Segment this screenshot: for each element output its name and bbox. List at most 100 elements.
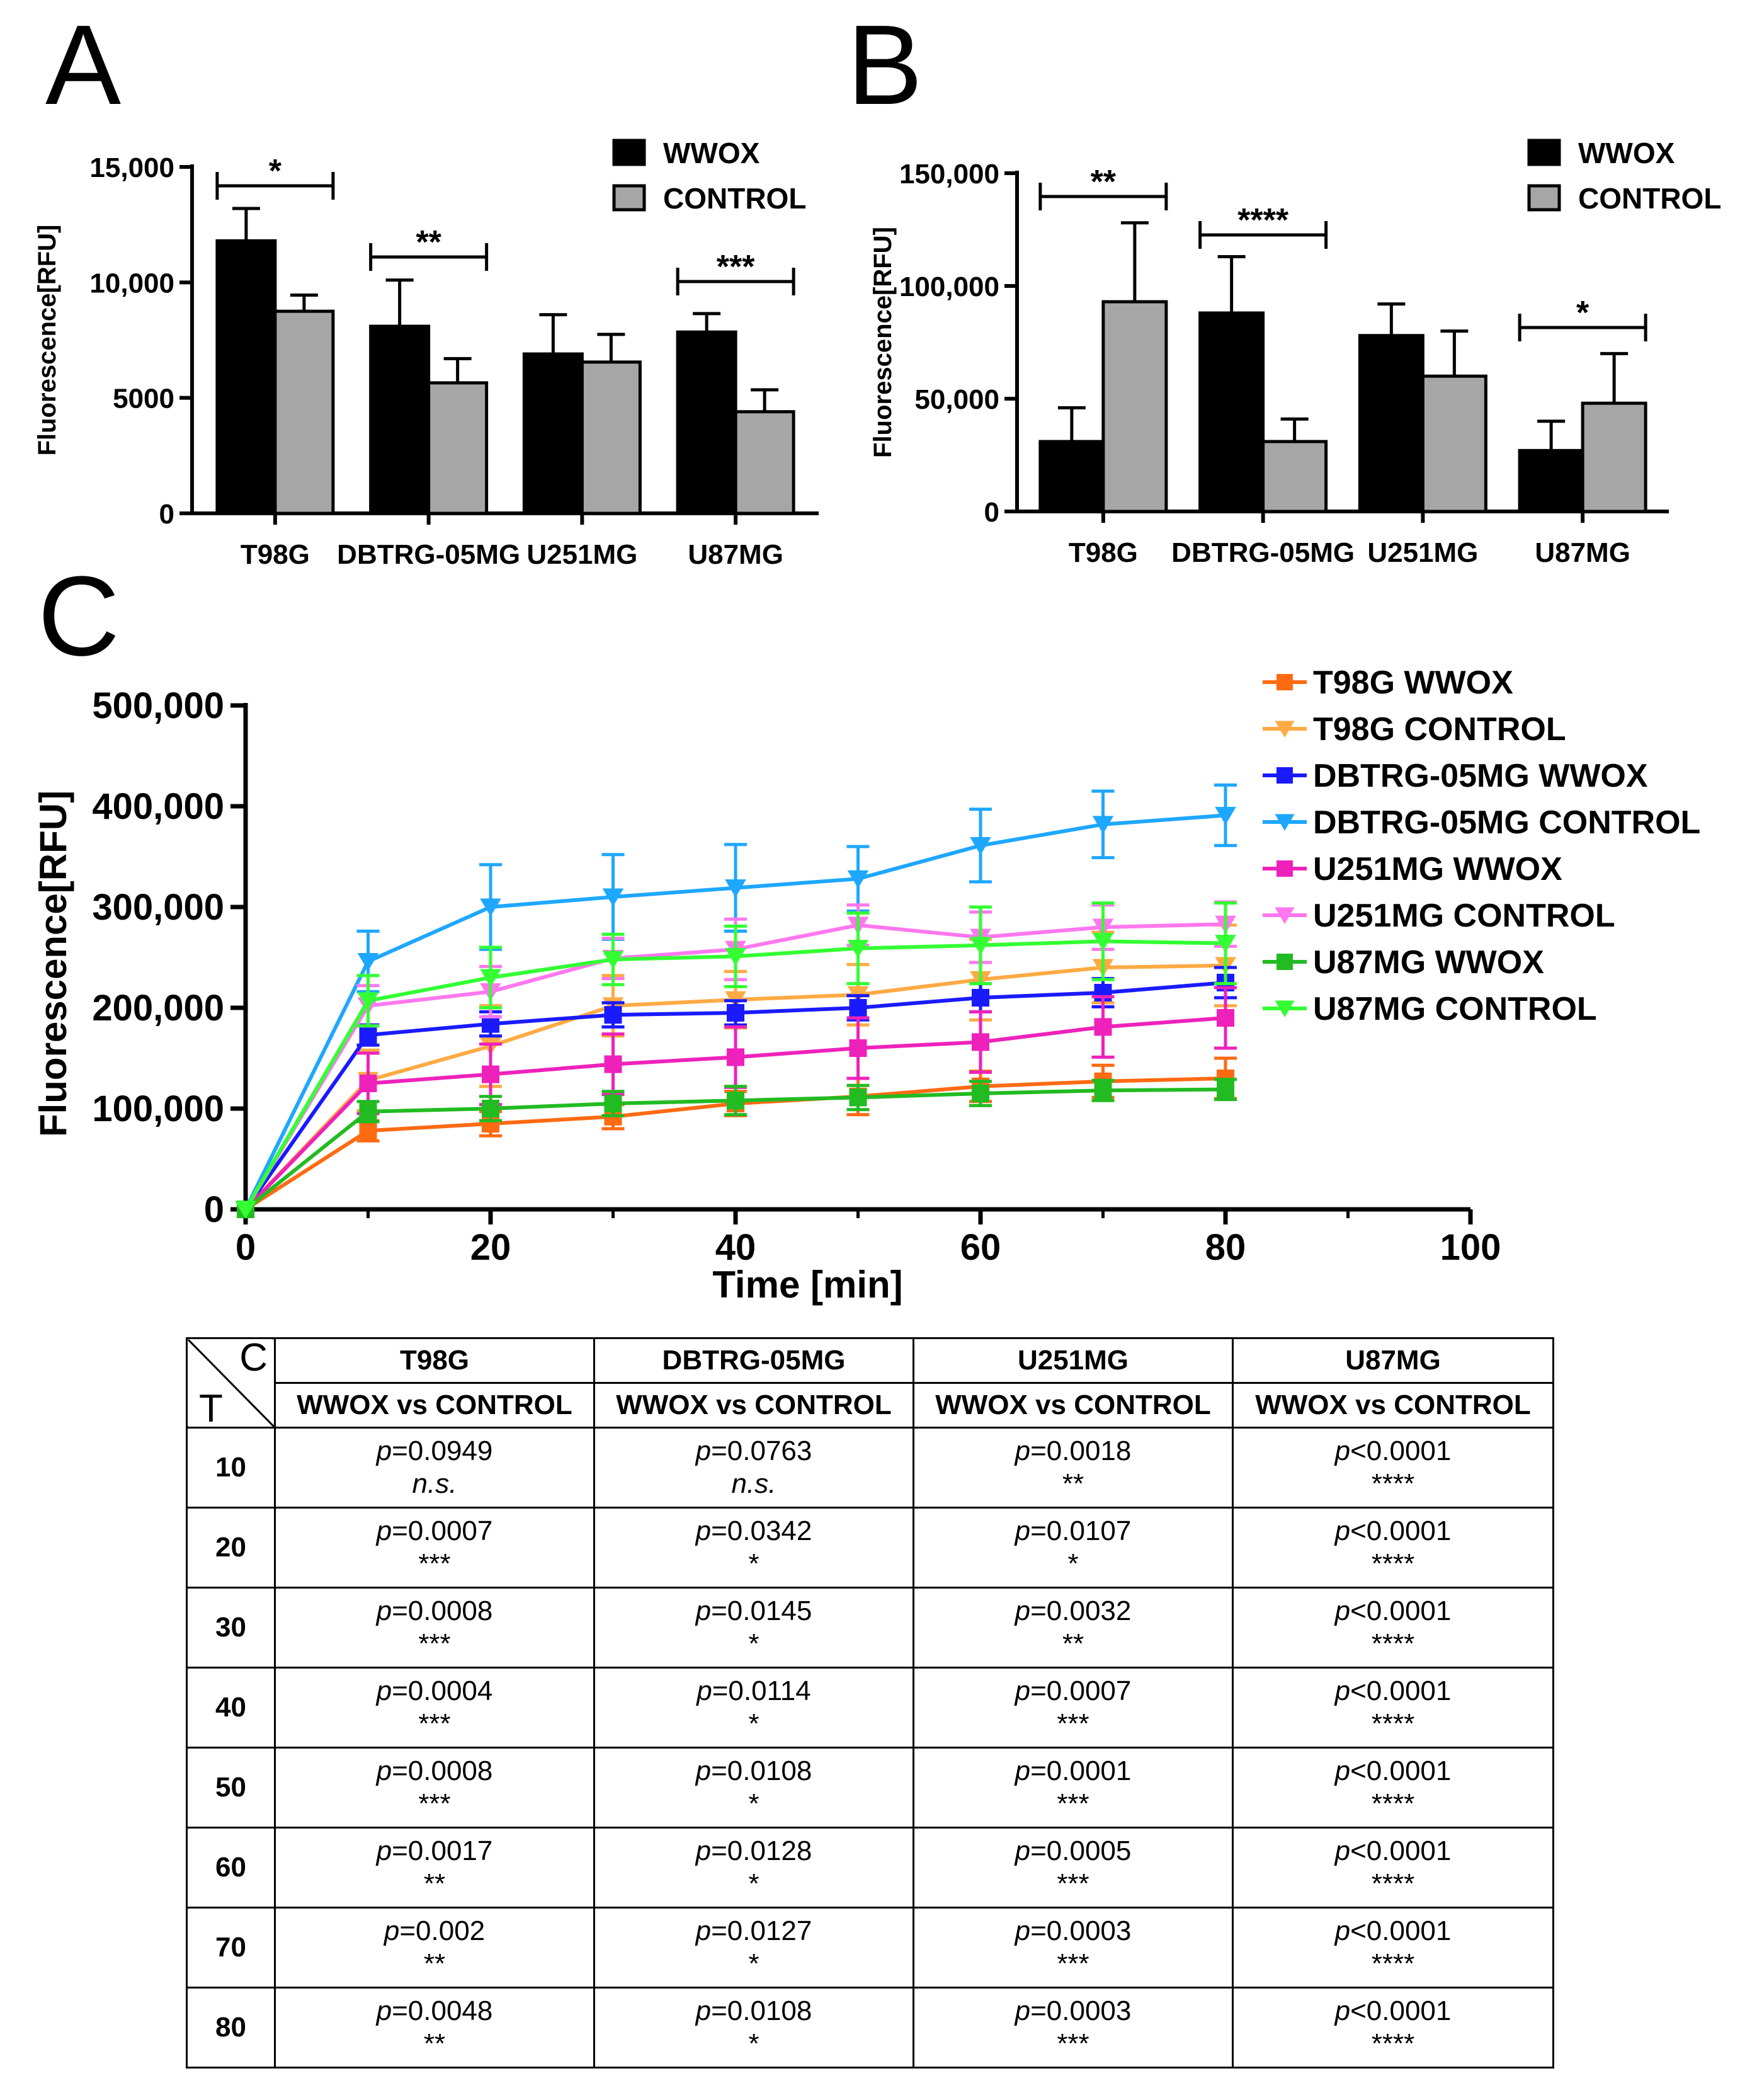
column-header: U87MG — [1232, 1337, 1554, 1384]
p-value: =0.0127 — [711, 1915, 812, 1946]
column-header-label: DBTRG-05MG — [662, 1345, 846, 1376]
y-tick-label: 0 — [204, 1189, 224, 1230]
significance-mark: *** — [418, 1628, 451, 1659]
data-point — [482, 1100, 499, 1117]
p-value-line: p=0.0048 — [276, 1995, 593, 2028]
p-symbol: p — [376, 1595, 392, 1626]
row-time-value: 30 — [215, 1612, 246, 1643]
legend-swatch — [1527, 184, 1561, 212]
p-symbol: p — [695, 1995, 712, 2026]
p-value-cell: p=0.0018 ** — [913, 1427, 1234, 1509]
x-tick-label: DBTRG-05MG — [1171, 537, 1355, 568]
significance-stars: *** — [717, 249, 755, 285]
data-point — [235, 1201, 256, 1219]
significance-line: *** — [914, 1708, 1232, 1740]
significance-line: **** — [1234, 1628, 1552, 1660]
p-symbol: p — [1334, 1755, 1351, 1786]
significance-line: **** — [1234, 1468, 1552, 1500]
p-value-line: p<0.0001 — [1234, 1755, 1552, 1788]
data-point — [1092, 932, 1114, 951]
data-point — [357, 952, 379, 971]
panel-label-c: C — [38, 553, 120, 680]
corner-column-label: C — [239, 1336, 268, 1379]
significance-mark: **** — [1371, 2028, 1415, 2059]
data-point — [1217, 1080, 1234, 1099]
significance-mark: *** — [1057, 2028, 1089, 2059]
data-point — [357, 992, 379, 1010]
p-symbol: p — [695, 1755, 712, 1786]
row-time-label: 70 — [186, 1907, 276, 1989]
p-value-cell: p<0.0001 **** — [1232, 1427, 1554, 1509]
p-value-cell: p=0.0008 *** — [274, 1587, 595, 1669]
p-value-line: p=0.0003 — [914, 1995, 1232, 2028]
p-symbol: p — [1334, 1595, 1351, 1626]
table-row: 50 p=0.0008 *** p=0.0108 * p=0.0001 *** p<0.000… — [186, 1747, 1554, 1829]
p-value: =0.0949 — [392, 1435, 493, 1466]
significance-line: *** — [276, 1788, 593, 1820]
row-time-label: 20 — [186, 1507, 276, 1589]
series-dbtrg-05mg-control — [235, 783, 1237, 1219]
data-point — [480, 898, 501, 917]
data-point — [1094, 1081, 1112, 1100]
p-value-line: p=0.0004 — [276, 1675, 593, 1708]
table-row: 10 p=0.0949 n.s. p=0.0763 n.s. p=0.0018 ** p<0.… — [186, 1427, 1554, 1509]
p-value-line: p=0.0107 — [914, 1515, 1232, 1548]
data-point — [359, 1075, 377, 1092]
chart-c: 0 100,000 200,000 300,000 400,000 500,000 0 20 4… — [32, 665, 1700, 1306]
data-point — [849, 999, 867, 1017]
bar — [676, 330, 737, 515]
p-value-line: p=0.0032 — [914, 1595, 1232, 1628]
data-point — [480, 969, 501, 988]
row-time-label: 60 — [186, 1827, 276, 1909]
data-point — [359, 1102, 377, 1121]
p-value-cell: p=0.0048 ** — [274, 1987, 595, 2069]
p-value-cell: p=0.0032 ** — [913, 1587, 1234, 1669]
p-symbol: p — [1334, 1515, 1351, 1546]
bar — [1261, 440, 1328, 513]
p-value-cell: p=0.002 ** — [274, 1907, 595, 1989]
x-tick-label: 0 — [236, 1227, 256, 1268]
significance-line: *** — [914, 1948, 1232, 1980]
significance-line: **** — [1234, 1868, 1552, 1900]
significance-stars: ** — [416, 224, 441, 261]
significance-mark: *** — [418, 1708, 451, 1739]
significance-mark: * — [1067, 1548, 1079, 1579]
data-point — [482, 1065, 499, 1083]
p-value-cell: p=0.0004 *** — [274, 1667, 595, 1749]
significance-mark: * — [748, 1868, 759, 1899]
p-symbol: p — [1334, 1675, 1351, 1706]
p-value: =0.0017 — [392, 1835, 493, 1866]
p-value-line: p=0.0763 — [595, 1435, 913, 1468]
column-header-label: U251MG — [1017, 1345, 1129, 1376]
figure: A B C 0 5000 10,000 15,000 Fluorescence[RFU]… — [32, 2, 1721, 1306]
p-value-line: p=0.0114 — [595, 1675, 913, 1708]
significance-stars: ** — [1091, 164, 1117, 200]
y-axis-label: Fluorescence[RFU] — [32, 790, 74, 1137]
p-symbol: p — [1015, 1595, 1031, 1626]
y-tick-label: 50,000 — [914, 384, 999, 415]
p-symbol: p — [695, 1915, 712, 1946]
significance-line: *** — [914, 1868, 1232, 1900]
significance-mark: *** — [1057, 1868, 1089, 1899]
y-tick-label: 200,000 — [92, 988, 224, 1029]
p-value: <0.0001 — [1350, 1835, 1452, 1866]
p-value-cell: p=0.0003 *** — [913, 1907, 1234, 1989]
p-value: <0.0001 — [1350, 1995, 1452, 2026]
y-tick-label: 150,000 — [899, 159, 999, 190]
p-value-cell: p=0.0763 n.s. — [593, 1427, 914, 1509]
x-tick-label: U251MG — [1367, 537, 1478, 568]
significance-mark: n.s. — [412, 1468, 457, 1499]
p-value-cell: p<0.0001 **** — [1232, 1987, 1554, 2069]
p-value-line: p=0.0007 — [276, 1515, 593, 1548]
p-value-cell: p=0.0017 ** — [274, 1827, 595, 1909]
bar — [580, 360, 642, 515]
significance-mark: ** — [423, 1868, 446, 1899]
significance-line: * — [595, 1948, 913, 1980]
p-value-cell: p=0.0145 * — [593, 1587, 914, 1669]
data-point — [727, 1004, 744, 1022]
corner-row-label: T — [199, 1387, 223, 1430]
x-tick-label: DBTRG-05MG — [337, 539, 520, 570]
chart-a: 0 5000 10,000 15,000 Fluorescence[RFU] T98G * D… — [33, 137, 819, 570]
legend-label: U251MG WWOX — [1313, 851, 1562, 887]
significance-mark: * — [748, 1788, 759, 1819]
